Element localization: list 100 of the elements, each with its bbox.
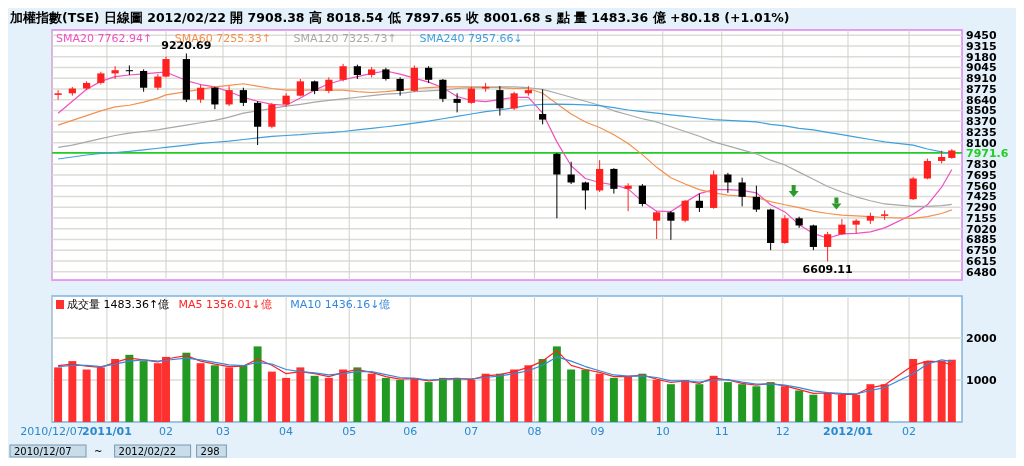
bar <box>410 377 419 422</box>
bar <box>880 384 889 422</box>
bar <box>652 380 661 422</box>
bar <box>738 384 747 422</box>
bar <box>225 367 234 422</box>
candlestick <box>667 210 675 241</box>
bar <box>780 386 789 422</box>
candlestick <box>638 183 646 207</box>
candlestick <box>824 231 832 262</box>
bar <box>510 369 519 422</box>
input-field: 2012/02/22 <box>114 444 192 458</box>
legend-label: 成交量 1483.36↑億 <box>67 298 170 311</box>
y-tick-label: 8505 <box>966 104 997 118</box>
y-tick-label: 7560 <box>966 179 997 193</box>
bar <box>723 382 732 422</box>
x-tick-label: 03 <box>216 425 231 438</box>
y-tick-label: 8640 <box>966 93 997 107</box>
candlestick <box>852 218 860 234</box>
candlestick <box>553 152 561 219</box>
bar <box>581 369 590 422</box>
bar <box>82 369 91 422</box>
candlestick <box>923 158 931 180</box>
y-tick-label: 7020 <box>966 222 997 236</box>
bar <box>253 346 262 422</box>
bar <box>837 394 846 422</box>
candlestick <box>439 78 447 103</box>
candlestick <box>410 64 418 93</box>
bar <box>823 392 832 422</box>
bar <box>54 367 63 422</box>
candlestick <box>809 224 817 251</box>
x-tick-label: 02 <box>159 425 173 438</box>
bar <box>96 367 105 422</box>
x-tick-label: 07 <box>464 425 479 438</box>
bar <box>111 359 120 422</box>
bar <box>695 384 704 422</box>
bar <box>396 380 405 422</box>
bar <box>139 361 148 422</box>
y-tick-label: 9045 <box>966 61 997 75</box>
bar <box>567 369 576 422</box>
bar <box>624 375 633 422</box>
input-field: 2010/12/07 <box>9 444 87 458</box>
candlestick <box>268 102 276 129</box>
candlestick <box>211 86 219 110</box>
candlestick <box>510 91 518 111</box>
bar <box>866 384 875 422</box>
candlestick <box>496 85 504 117</box>
bar <box>282 377 291 422</box>
candlestick <box>539 88 547 125</box>
bar <box>438 377 447 422</box>
candlestick <box>610 167 618 195</box>
candlestick <box>909 176 917 201</box>
bar <box>339 369 348 422</box>
candlestick <box>125 64 133 76</box>
bar <box>766 382 775 422</box>
bar <box>852 394 861 422</box>
x-tick-label: 2012/01 <box>823 425 873 438</box>
bar <box>467 380 476 422</box>
candlestick <box>596 159 604 193</box>
bar <box>324 377 333 422</box>
candlestick <box>54 89 62 101</box>
x-tick-label: 04 <box>279 425 294 438</box>
candlestick <box>239 87 247 107</box>
annotation: 6609.11 <box>802 263 853 277</box>
bar <box>424 382 433 422</box>
bar <box>296 367 305 422</box>
y-tick-label: 9180 <box>966 50 997 64</box>
candlestick <box>624 182 632 212</box>
candlestick <box>738 177 746 207</box>
bar <box>481 373 490 422</box>
candlestick <box>581 181 589 211</box>
candlestick <box>225 85 233 107</box>
x-tick-label: 11 <box>714 425 729 438</box>
bar <box>795 390 804 422</box>
x-tick-label: 05 <box>342 425 357 438</box>
bar <box>68 361 77 422</box>
y-tick-label: 2000 <box>966 332 997 345</box>
text: ~ <box>94 446 103 457</box>
bar <box>809 394 818 422</box>
bar <box>125 354 134 422</box>
candlestick <box>653 210 661 240</box>
bar <box>524 365 533 422</box>
bar <box>538 359 547 422</box>
x-tick-label: 12 <box>775 425 790 438</box>
bar <box>681 380 690 422</box>
bar <box>182 352 191 422</box>
candlestick <box>752 185 760 213</box>
bar <box>310 375 319 422</box>
chart-title: 加權指數(TSE) 日線圖 2012/02/22 開 7908.38 高 8018.54 低 7897.65 收 8001.68 s 點 量 1483.36 億 +80.18 (+1.01%) <box>9 10 790 25</box>
candlestick <box>681 199 689 223</box>
bar <box>552 346 561 422</box>
text: MA10 1436.16↓億 <box>290 298 391 311</box>
y-tick-label: 6885 <box>966 233 997 247</box>
x-tick-label: 09 <box>590 425 605 438</box>
candlestick <box>111 65 119 80</box>
bar <box>381 377 390 422</box>
bar <box>367 373 376 422</box>
candlestick <box>453 92 461 113</box>
bar <box>709 375 718 422</box>
input-field: 298 <box>196 444 227 458</box>
bar <box>210 365 219 422</box>
